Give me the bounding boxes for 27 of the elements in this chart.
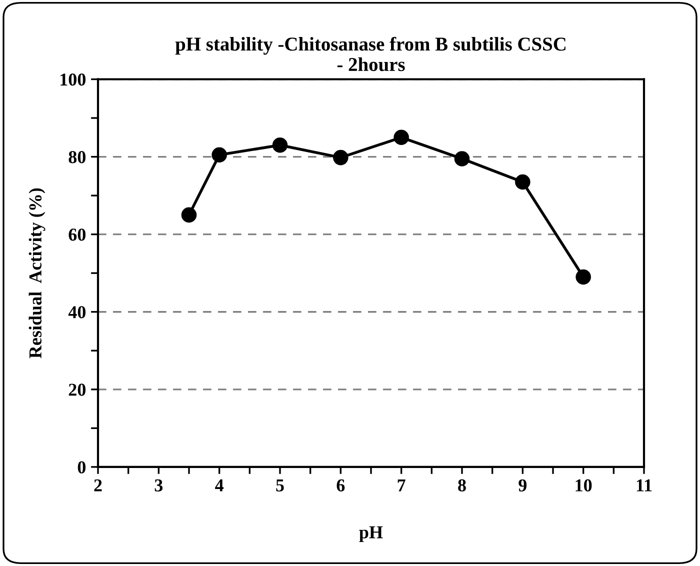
x-tick-label: 10 — [576, 479, 592, 492]
y-axis-title: Residual Activity (%) — [28, 188, 46, 358]
y-tick-label: 20 — [68, 384, 86, 396]
x-tick-label: 2 — [94, 479, 102, 492]
x-tick-label: 7 — [398, 479, 406, 492]
y-tick-label: 60 — [68, 228, 86, 241]
point — [333, 150, 348, 166]
y-tick-label: 40 — [68, 306, 86, 318]
point — [576, 269, 591, 285]
x-tick-label: 8 — [458, 479, 466, 492]
x-tick-label: 11 — [636, 479, 652, 492]
point — [212, 147, 227, 162]
y-tick-label: 80 — [68, 151, 86, 164]
point — [515, 174, 530, 190]
x-tick-label: 3 — [154, 479, 163, 492]
x-tick-label: 4 — [215, 479, 224, 492]
point — [454, 151, 470, 166]
point — [272, 138, 288, 153]
point — [394, 130, 409, 146]
x-tick-label: 9 — [518, 479, 527, 492]
x-axis-title: pH — [359, 526, 383, 542]
chart-title: pH stability -Chitosanase from B subtilis CSSC - 2hours — [175, 36, 566, 72]
x-tick-label: 6 — [336, 479, 345, 492]
point — [181, 207, 197, 223]
x-tick-label: 5 — [276, 479, 284, 492]
y-tick-label: 100 — [60, 73, 86, 86]
y-tick-label: 0 — [78, 461, 86, 474]
